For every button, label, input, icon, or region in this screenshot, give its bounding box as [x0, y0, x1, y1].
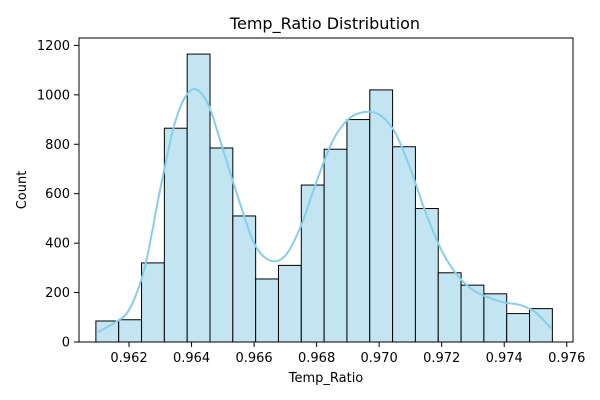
x-tick-label: 0.962 [110, 351, 147, 366]
histogram-bar [186, 53, 211, 343]
histogram-bar [300, 184, 325, 343]
x-axis-ticks: 0.962 0.964 0.966 0.968 0.970 0.972 0.974 0.976 [110, 342, 585, 366]
histogram-bar [414, 208, 439, 343]
y-tick-label: 600 [45, 187, 70, 202]
histogram-bars [95, 53, 553, 343]
y-tick-label: 200 [45, 286, 70, 301]
histogram-bar [323, 148, 348, 343]
chart-title: Temp_Ratio Distribution [229, 14, 420, 34]
x-tick-label: 0.966 [235, 351, 272, 366]
kde-curve [97, 88, 552, 333]
histogram-bar [483, 293, 508, 343]
histogram-bar [506, 313, 531, 343]
histogram-bar [277, 264, 302, 343]
histogram-bar [437, 272, 462, 343]
histogram-bar [141, 262, 165, 343]
x-axis-label: Temp_Ratio [288, 371, 364, 386]
y-tick-label: 1200 [37, 39, 70, 54]
histogram-bar [118, 319, 143, 343]
plot-frame [78, 37, 574, 343]
histogram-bar [232, 215, 257, 343]
histogram-bar [346, 119, 371, 343]
y-tick-label: 0 [62, 336, 70, 351]
y-tick-label: 1000 [37, 88, 70, 103]
histogram-bar [209, 147, 234, 343]
x-tick-label: 0.968 [298, 351, 335, 366]
y-tick-label: 800 [45, 138, 70, 153]
y-axis-ticks: 0 200 400 600 800 1000 1200 [37, 39, 79, 351]
histogram-bar [163, 127, 188, 343]
x-tick-label: 0.964 [173, 351, 210, 366]
x-tick-label: 0.974 [486, 351, 523, 366]
histogram-bar [369, 89, 394, 343]
x-tick-label: 0.970 [361, 351, 398, 366]
histogram-bar [255, 278, 279, 343]
x-tick-label: 0.976 [548, 351, 585, 366]
y-tick-label: 400 [45, 237, 70, 252]
y-axis-label: Count [15, 171, 30, 210]
x-tick-label: 0.972 [423, 351, 460, 366]
